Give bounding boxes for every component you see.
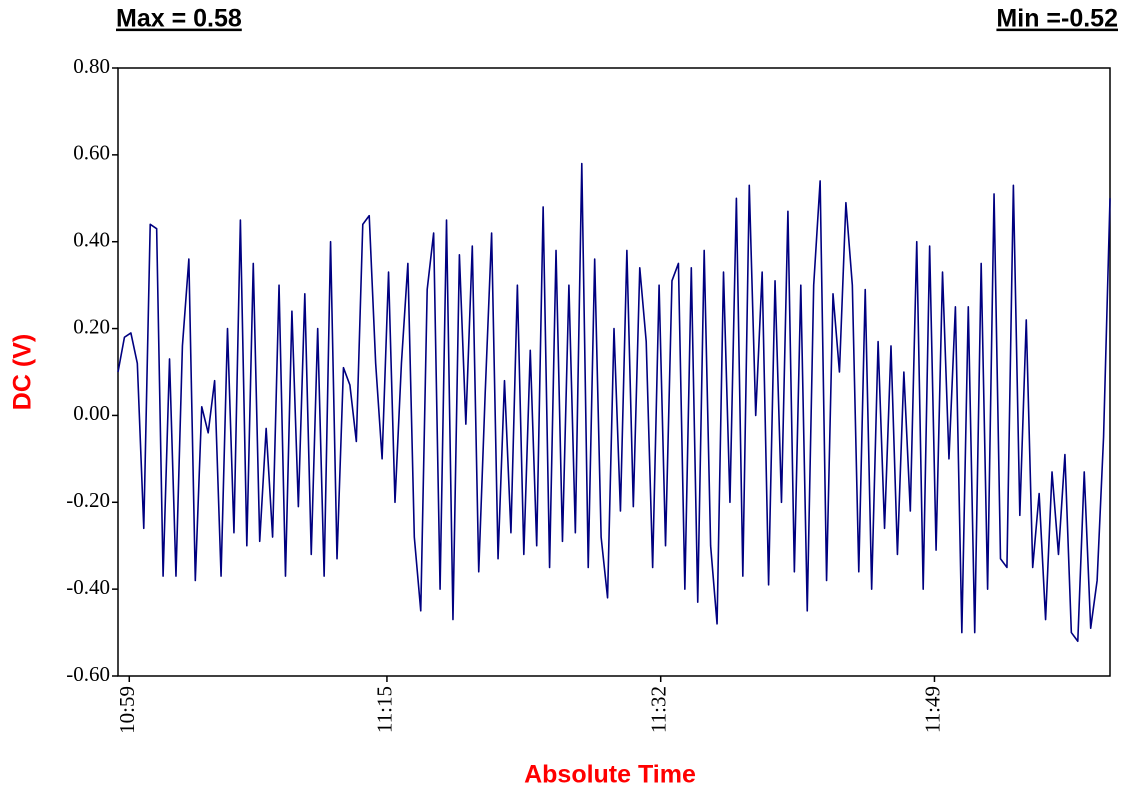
x-tick-label: 10:59 <box>115 686 139 734</box>
y-tick-label: -0.20 <box>66 488 110 512</box>
y-tick-label: 0.20 <box>73 314 110 338</box>
y-tick-label: 0.40 <box>73 228 110 252</box>
y-axis-label: DC (V) <box>9 334 37 410</box>
y-tick-label: 0.00 <box>73 401 110 425</box>
x-tick-label: 11:32 <box>647 686 671 733</box>
x-tick-label: 11:49 <box>920 686 944 733</box>
y-tick-label: -0.60 <box>66 662 110 686</box>
max-label: Max = 0.58 <box>116 5 242 33</box>
data-line <box>117 162 1111 643</box>
y-tick-label: 0.80 <box>73 54 110 78</box>
y-tick-label: 0.60 <box>73 141 110 165</box>
x-axis-label: Absolute Time <box>524 761 696 789</box>
x-tick-label: 11:15 <box>373 686 397 733</box>
y-tick-label: -0.40 <box>66 575 110 599</box>
min-label: Min =-0.52 <box>996 5 1118 33</box>
